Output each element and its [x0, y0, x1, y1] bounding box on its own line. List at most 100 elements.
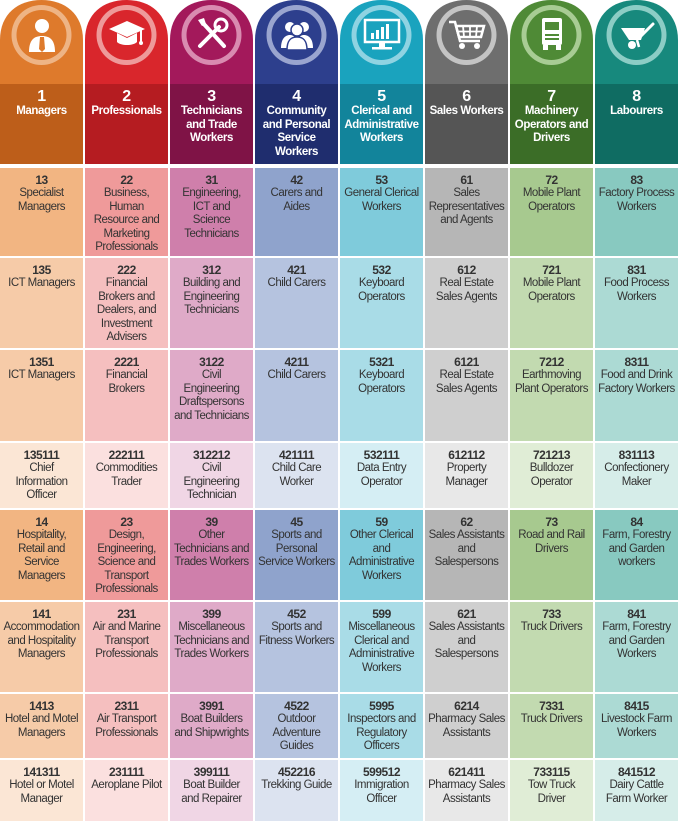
occupation-cell: 31 Engineering, ICT and Science Technicia… [170, 168, 253, 256]
occupation-cell: 8311 Food and Drink Factory Workers [595, 350, 678, 441]
category-title: Machinery Operators and Drivers [514, 105, 589, 144]
occupation-name: Miscellaneous Technicians and Trades Wor… [174, 621, 249, 660]
occupation-name: ICT Managers [8, 277, 75, 289]
manager-icon [22, 14, 62, 54]
category-title: Sales Workers [429, 105, 504, 117]
occupation-name: Boat Builders and Shipwrights [174, 713, 249, 739]
occupation-name: Sports and Fitness Workers [258, 621, 335, 647]
occupation-code: 4522 [284, 699, 309, 713]
occupation-cell: 421 Child Carers [255, 258, 338, 348]
occupation-code: 8311 [624, 355, 649, 369]
occupation-name: Air Transport Professionals [95, 713, 158, 739]
occupation-cell: 72 Mobile Plant Operators [510, 168, 593, 256]
occupation-cell: 135111 Chief Information Officer [0, 443, 83, 508]
occupation-name: Outdoor Adventure Guides [272, 713, 321, 752]
occupation-name: Food and Drink Factory Workers [598, 369, 675, 395]
occupation-cell: 59 Other Clerical and Administrative Work… [340, 510, 423, 600]
occupation-cell: 532111 Data Entry Operator [340, 443, 423, 508]
occupation-name: Real Estate Sales Agents [435, 277, 498, 303]
occupation-cell: 452216 Trekking Guide [255, 760, 338, 821]
occupation-name: Sports and Personal Service Workers [258, 529, 335, 568]
occupation-code: 421111 [278, 448, 315, 462]
occupation-cell: 831 Food Process Workers [595, 258, 678, 348]
occupation-name: Real Estate Sales Agents [435, 369, 498, 395]
category-column-8: 8 Labourers 83 Factory Process Workers 831 Fo… [595, 0, 678, 821]
category-header: 5 Clerical and Administrative Workers [340, 84, 423, 164]
occupation-cell: 621411 Pharmacy Sales Assistants [425, 760, 508, 821]
occupation-name: Business, Human Resource and Marketing P… [93, 187, 160, 253]
occupation-name: Child Care Worker [271, 462, 322, 488]
occupation-cell: 222111 Commodities Trader [85, 443, 168, 508]
occupation-name: Immigration Officer [354, 779, 409, 805]
occupation-code: 841 [627, 607, 646, 621]
occupation-name: Other Clerical and Administrative Worker… [348, 529, 415, 582]
occupation-name: Farm, Forestry and Garden workers [602, 529, 671, 568]
occupation-code: 135 [32, 263, 51, 277]
occupation-cell: 721 Mobile Plant Operators [510, 258, 593, 348]
occupation-code: 1351 [29, 355, 54, 369]
occupation-code: 733115 [533, 765, 570, 779]
category-column-5: 5 Clerical and Administrative Workers 53 Ge… [340, 0, 423, 821]
occupation-code: 39 [205, 515, 218, 529]
occupation-code: 6214 [454, 699, 479, 713]
occupation-cell: 6121 Real Estate Sales Agents [425, 350, 508, 441]
occupation-cell: 141311 Hotel or Motel Manager [0, 760, 83, 821]
occupation-name: Livestock Farm Workers [601, 713, 672, 739]
category-header: 6 Sales Workers [425, 84, 508, 164]
occupation-name: Data Entry Operator [356, 462, 407, 488]
occupation-code: 452 [287, 607, 306, 621]
occupation-code: 2221 [114, 355, 139, 369]
occupation-name: Hospitality, Retail and Service Managers [16, 529, 67, 582]
occupation-name: Financial Brokers [105, 369, 148, 395]
occupation-name: Chief Information Officer [15, 462, 68, 501]
category-tab [595, 0, 678, 84]
occupation-name: Road and Rail Drivers [518, 529, 585, 555]
occupation-name: Trekking Guide [261, 779, 332, 791]
occupation-code: 222111 [108, 448, 145, 462]
category-number: 5 [377, 88, 386, 105]
occupation-code: 62 [460, 515, 473, 529]
category-column-7: 7 Machinery Operators and Drivers 72 Mobile… [510, 0, 593, 821]
occupation-code: 22 [120, 173, 133, 187]
occupation-name: Civil Engineering Technician [183, 462, 240, 501]
occupation-code: 621 [457, 607, 476, 621]
occupation-code: 141311 [23, 765, 60, 779]
category-header: 1 Managers [0, 84, 83, 164]
occupation-code: 721 [542, 263, 561, 277]
occupation-code: 399111 [193, 765, 230, 779]
occupation-cell: 599512 Immigration Officer [340, 760, 423, 821]
occupation-code: 7212 [539, 355, 564, 369]
occupation-code: 61 [460, 173, 473, 187]
category-title: Labourers [610, 105, 663, 117]
category-header: 2 Professionals [85, 84, 168, 164]
occupation-code: 84 [630, 515, 643, 529]
category-header: 4 Community and Personal Service Workers [255, 84, 338, 164]
occupation-cell: 2311 Air Transport Professionals [85, 694, 168, 758]
tools-icon [192, 14, 232, 54]
category-title: Professionals [91, 105, 162, 117]
occupation-code: 621411 [448, 765, 485, 779]
category-tab [85, 0, 168, 84]
occupation-cell: 14 Hospitality, Retail and Service Manage… [0, 510, 83, 600]
occupation-cell: 8415 Livestock Farm Workers [595, 694, 678, 758]
wheelbarrow-icon [617, 14, 657, 54]
category-column-3: 3 Technicians and Trade Workers 31 Engineer… [170, 0, 253, 821]
occupation-cell: 3122 Civil Engineering Draftspersons and … [170, 350, 253, 441]
occupation-code: 612 [457, 263, 476, 277]
category-title: Technicians and Trade Workers [180, 105, 243, 144]
occupation-name: Boat Builder and Repairer [181, 779, 242, 805]
occupation-cell: 141 Accommodation and Hospitality Manager… [0, 602, 83, 692]
occupation-code: 452216 [277, 765, 316, 779]
category-header: 7 Machinery Operators and Drivers [510, 84, 593, 164]
occupation-name: Civil Engineering Draftspersons and Tech… [174, 369, 249, 422]
occupation-cell: 231111 Aeroplane Pilot [85, 760, 168, 821]
occupation-name: Accommodation and Hospitality Managers [3, 621, 80, 660]
occupation-name: Inspectors and Regulatory Officers [347, 713, 416, 752]
occupation-cell: 5321 Keyboard Operators [340, 350, 423, 441]
category-number: 8 [632, 88, 641, 105]
category-header: 8 Labourers [595, 84, 678, 164]
occupation-name: Carers and Aides [270, 187, 323, 213]
occupation-cell: 4522 Outdoor Adventure Guides [255, 694, 338, 758]
occupation-code: 532 [372, 263, 391, 277]
occupation-code: 1413 [29, 699, 54, 713]
